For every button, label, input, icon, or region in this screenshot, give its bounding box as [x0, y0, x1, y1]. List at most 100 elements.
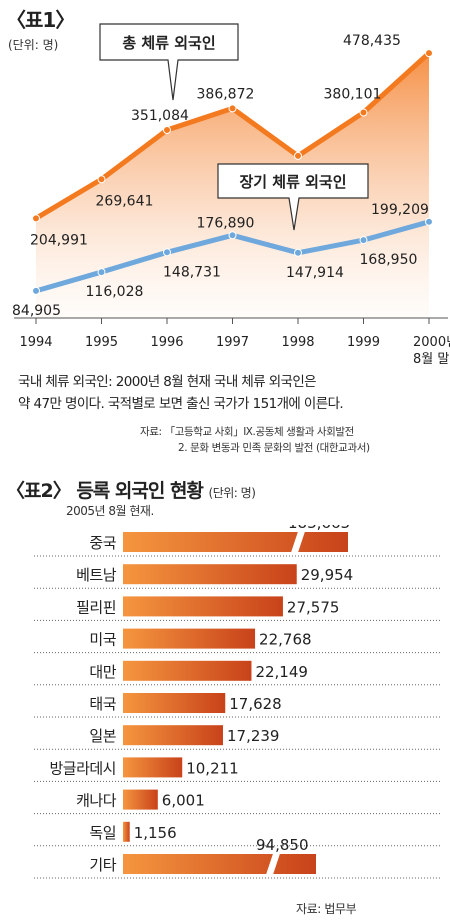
total-point: [294, 151, 302, 160]
table2-subtitle: 2005년 8월 현재.: [66, 504, 154, 518]
bar-category-label: 방글라데시: [49, 759, 116, 777]
table1-title: 〈표1〉: [6, 8, 75, 32]
bar-value-label: 10,211: [186, 759, 239, 777]
bar-row: 독일 1,156: [34, 821, 440, 847]
total-value-label: 204,991: [30, 232, 88, 248]
bar-category-label: 일본: [89, 727, 116, 745]
total-series-callout-label: 총 체류 외국인: [122, 34, 215, 52]
bar: [123, 564, 297, 585]
longterm-point: [163, 248, 171, 257]
table2-title: 〈표2〉 등록 외국인 현황: [6, 480, 204, 502]
total-point: [359, 108, 368, 117]
longterm-point: [294, 248, 302, 257]
bar-row: 베트남 29,954: [34, 564, 440, 589]
longterm-value-label: 116,028: [86, 284, 144, 300]
bar: [123, 596, 283, 617]
bar-row: 태국 17,628: [34, 693, 440, 718]
total-point: [97, 175, 106, 184]
bar: [123, 660, 252, 681]
bar-value-label: 6,001: [162, 792, 205, 810]
bar-value-label: 22,768: [259, 631, 312, 649]
bar: [123, 854, 316, 874]
x-tick-label: 1998: [281, 335, 314, 350]
longterm-value-label: 176,890: [197, 215, 255, 231]
bar-row: 기타 94,850: [34, 836, 440, 879]
bar-axis-break: [290, 530, 306, 554]
total-point: [425, 49, 433, 58]
total-point: [32, 214, 40, 223]
total-value-label: 380,101: [324, 87, 382, 103]
bar-category-label: 캐나다: [76, 792, 117, 810]
bar-value-label: 183,663: [288, 525, 350, 532]
longterm-value-label: 168,950: [360, 252, 418, 268]
table1-unit: (단위: 명): [8, 38, 59, 52]
bar-row: 미국 22,768: [34, 628, 440, 654]
bar: [123, 532, 348, 552]
bar-row: 캐나다 6,001: [34, 789, 440, 815]
table1-description-line2: 약 47만 명이다. 국적별로 보면 출신 국가가 151개에 이른다.: [18, 396, 344, 412]
bar-row: 필리핀 27,575: [34, 596, 440, 621]
longterm-point: [32, 286, 40, 295]
total-value-label: 386,872: [197, 86, 255, 102]
bar-category-label: 미국: [89, 631, 116, 649]
bar-row: 방글라데시 10,211: [34, 757, 440, 782]
total-point: [163, 126, 171, 135]
longterm-value-label: 84,905: [12, 303, 61, 319]
bar-category-label: 태국: [89, 695, 116, 713]
bar-category-label: 독일: [89, 824, 116, 842]
longterm-series-callout-box: [217, 163, 369, 231]
total-point: [228, 104, 237, 113]
longterm-point: [228, 231, 237, 240]
x-tick-label: 1996: [150, 335, 183, 350]
bar-value-label: 1,156: [134, 824, 177, 842]
bar-row: 중국 183,663: [34, 525, 440, 557]
total-series-callout: 총 체류 외국인: [99, 23, 239, 101]
bar-category-label: 필리핀: [76, 598, 116, 616]
longterm-point: [359, 236, 368, 245]
longterm-value-label: 148,731: [163, 264, 221, 280]
bar: [123, 757, 183, 778]
longterm-point: [97, 268, 106, 277]
bar-value-label: 94,850: [256, 836, 309, 854]
longterm-point: [425, 217, 433, 226]
longterm-value-label: 147,914: [286, 265, 344, 281]
bar-category-label: 대만: [89, 663, 116, 681]
table1-description-line1: 국내 체류 외국인: 2000년 8월 현재 국내 체류 외국인은: [18, 374, 317, 390]
table1-source-line2: 2. 문화 변동과 민족 문화의 발전 (대한교과서): [178, 442, 370, 454]
total-value-label: 351,084: [131, 108, 189, 124]
bar-value-label: 22,149: [255, 663, 308, 681]
x-tick-label: 1994: [19, 335, 52, 350]
x-tick-label: 1999: [347, 335, 380, 350]
bar: [123, 693, 226, 713]
bar-value-label: 27,575: [287, 598, 340, 616]
bar-axis-break: [265, 852, 281, 876]
total-value-label: 269,641: [96, 193, 154, 209]
table2-unit: (단위: 명): [208, 486, 256, 500]
total-value-label: 478,435: [343, 33, 401, 49]
bar-value-label: 17,239: [227, 727, 280, 745]
bar: [123, 628, 256, 649]
bar: [123, 725, 223, 746]
table1-source-line1: 자료: 「고등학교 사회」Ⅸ.공동체 생활과 사회발전: [140, 426, 354, 438]
longterm-series-callout-label: 장기 체류 외국인: [239, 173, 346, 191]
bar-category-label: 기타: [89, 856, 116, 874]
x-tick-label: 1995: [85, 335, 118, 350]
x-tick-label: 8월 말: [413, 352, 449, 365]
bar-category-label: 베트남: [76, 566, 117, 584]
table2-source: 자료: 법무부: [296, 902, 357, 916]
longterm-series-callout: 장기 체류 외국인: [217, 163, 369, 231]
bar-category-label: 중국: [89, 534, 116, 552]
table2-title-row: 〈표2〉 등록 외국인 현황 (단위: 명): [6, 476, 256, 503]
bar-row: 일본 17,239: [34, 725, 440, 750]
bar-value-label: 17,628: [229, 695, 282, 713]
x-tick-label: 2000년: [413, 335, 450, 350]
line-chart: 204,991269,641351,084386,872308,339380,1…: [12, 23, 450, 365]
total-series-callout-box: [99, 23, 239, 101]
bar-row: 대만 22,149: [34, 660, 440, 686]
bar-value-label: 29,954: [301, 566, 354, 584]
x-tick-label: 1997: [216, 335, 249, 350]
longterm-value-label: 199,209: [371, 202, 429, 218]
bar-chart: 중국 183,663 베트남 29,954 필리핀 27,575 미국 22,768 대만 22,…: [34, 525, 440, 879]
bar: [123, 821, 130, 842]
bar: [123, 789, 158, 810]
